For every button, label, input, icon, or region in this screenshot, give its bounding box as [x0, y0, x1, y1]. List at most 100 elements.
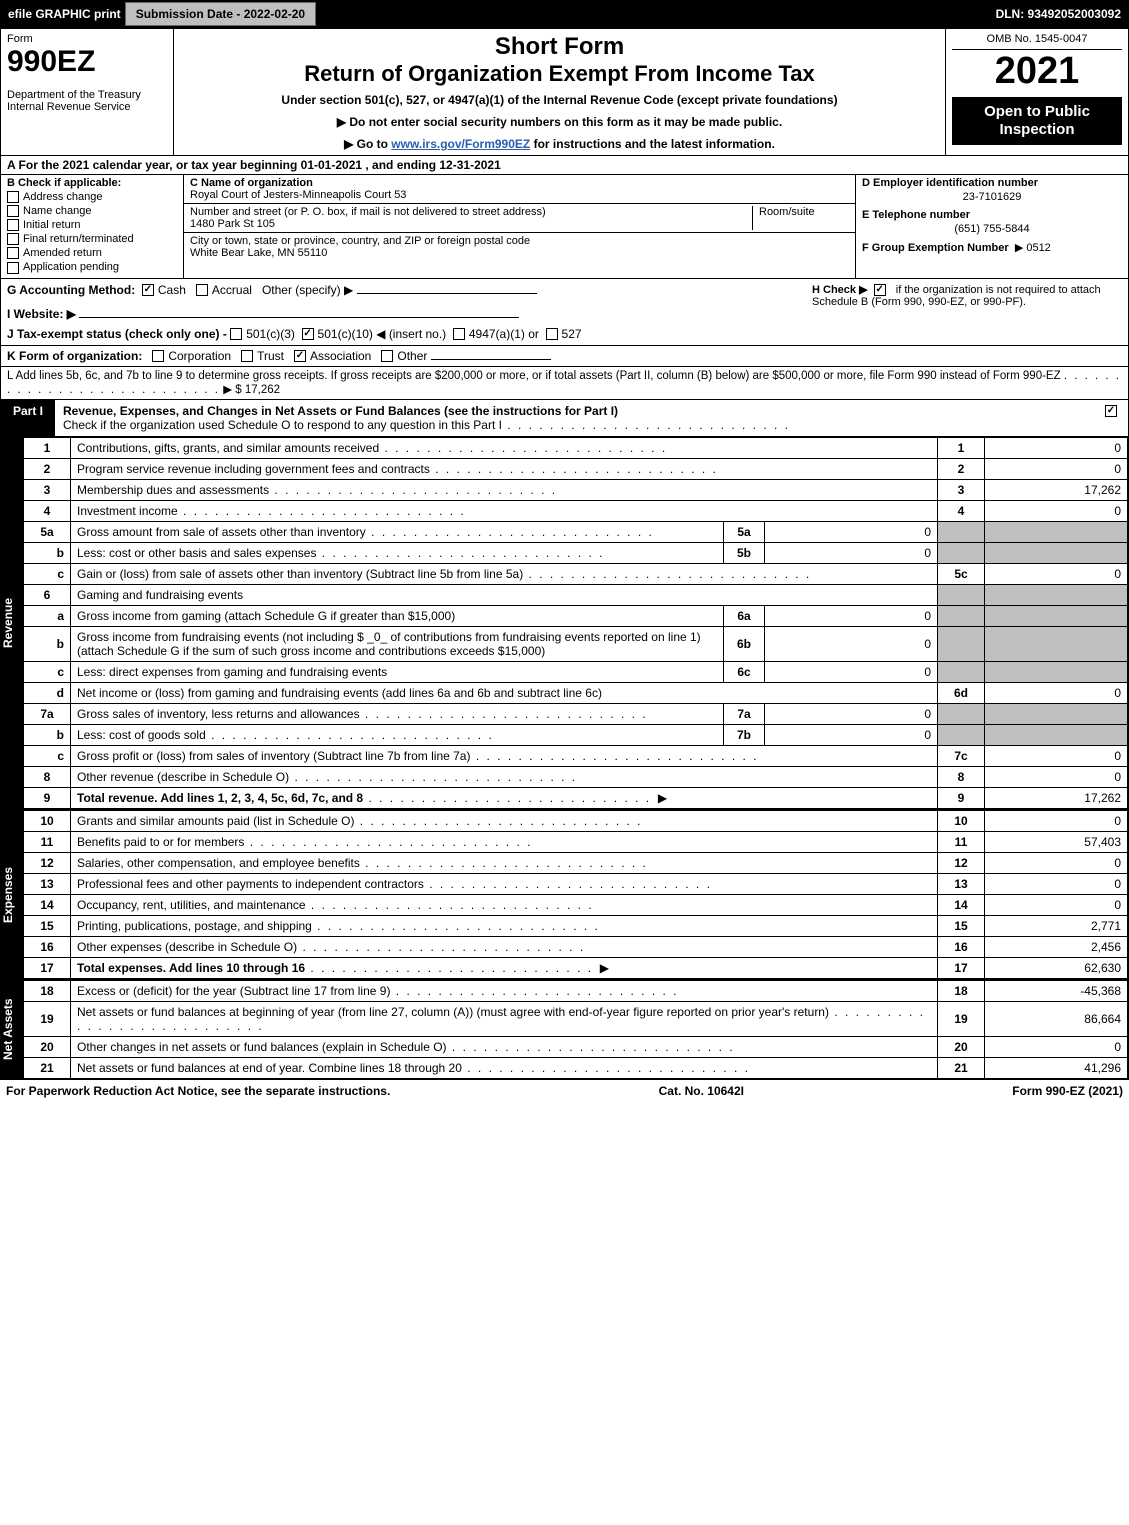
part1-checkbox[interactable]	[1098, 400, 1128, 436]
line-7b: bLess: cost of goods sold7b0	[24, 724, 1128, 745]
checkbox-501c3[interactable]	[230, 328, 242, 340]
line-2: 2Program service revenue including gover…	[24, 458, 1128, 479]
c-city-block: City or town, state or province, country…	[184, 233, 855, 261]
line-17: 17Total expenses. Add lines 10 through 1…	[24, 957, 1128, 978]
f-label: F Group Exemption Number	[862, 242, 1009, 254]
line-6: 6Gaming and fundraising events	[24, 584, 1128, 605]
line-5b: bLess: cost or other basis and sales exp…	[24, 542, 1128, 563]
revenue-side-label: Revenue	[1, 437, 23, 809]
omb-number: OMB No. 1545-0047	[952, 33, 1122, 50]
line-15: 15Printing, publications, postage, and s…	[24, 915, 1128, 936]
line-11: 11Benefits paid to or for members1157,40…	[24, 831, 1128, 852]
b-address-change[interactable]: Address change	[7, 191, 177, 203]
line-6b: bGross income from fundraising events (n…	[24, 626, 1128, 661]
b-title: B Check if applicable:	[7, 177, 177, 189]
line-6c: cLess: direct expenses from gaming and f…	[24, 661, 1128, 682]
b-application-pending[interactable]: Application pending	[7, 261, 177, 273]
b-final-return[interactable]: Final return/terminated	[7, 233, 177, 245]
line-3: 3Membership dues and assessments317,262	[24, 479, 1128, 500]
c-room-label: Room/suite	[759, 206, 849, 218]
checkbox-icon[interactable]	[1105, 405, 1117, 417]
expenses-block: Expenses 10Grants and similar amounts pa…	[1, 810, 1128, 980]
c-name-block: C Name of organization Royal Court of Je…	[184, 175, 855, 204]
phone-value: (651) 755-5844	[862, 223, 1122, 235]
line-a: A For the 2021 calendar year, or tax yea…	[1, 156, 1128, 175]
line-6a: aGross income from gaming (attach Schedu…	[24, 605, 1128, 626]
line-14: 14Occupancy, rent, utilities, and mainte…	[24, 894, 1128, 915]
part1-tab: Part I	[1, 400, 55, 436]
line-5a: 5aGross amount from sale of assets other…	[24, 521, 1128, 542]
line-9: 9Total revenue. Add lines 1, 2, 3, 4, 5c…	[24, 787, 1128, 808]
line-l: L Add lines 5b, 6c, and 7b to line 9 to …	[1, 367, 1128, 400]
header-center: Short Form Return of Organization Exempt…	[174, 29, 946, 155]
checkbox-icon[interactable]	[7, 233, 19, 245]
line-8: 8Other revenue (describe in Schedule O)8…	[24, 766, 1128, 787]
org-name: Royal Court of Jesters-Minneapolis Court…	[190, 189, 849, 201]
checkbox-assoc[interactable]	[294, 350, 306, 362]
c-street-label: Number and street (or P. O. box, if mail…	[190, 206, 752, 218]
form-container: Form 990EZ Department of the Treasury In…	[0, 28, 1129, 1080]
b-initial-return[interactable]: Initial return	[7, 219, 177, 231]
checkbox-501c[interactable]	[302, 328, 314, 340]
col-c: C Name of organization Royal Court of Je…	[184, 175, 856, 278]
checkbox-icon[interactable]	[7, 205, 19, 217]
header-left: Form 990EZ Department of the Treasury In…	[1, 29, 174, 155]
line-18: 18Excess or (deficit) for the year (Subt…	[24, 980, 1128, 1001]
checkbox-icon[interactable]	[7, 247, 19, 259]
footer-left: For Paperwork Reduction Act Notice, see …	[6, 1084, 390, 1098]
efile-topbar: efile GRAPHIC print Submission Date - 20…	[0, 0, 1129, 28]
dln-label: DLN: 93492052003092	[996, 7, 1129, 21]
section-bcdef: B Check if applicable: Address change Na…	[1, 175, 1128, 279]
line-7c: cGross profit or (loss) from sales of in…	[24, 745, 1128, 766]
c-street-block: Number and street (or P. O. box, if mail…	[184, 204, 855, 233]
checkbox-trust[interactable]	[241, 350, 253, 362]
main-title: Return of Organization Exempt From Incom…	[184, 61, 935, 87]
checkbox-icon[interactable]	[7, 191, 19, 203]
tax-year: 2021	[952, 50, 1122, 93]
checkbox-icon[interactable]	[7, 219, 19, 231]
b-name-change[interactable]: Name change	[7, 205, 177, 217]
checkbox-h[interactable]	[874, 284, 886, 296]
ein-value: 23-7101629	[862, 191, 1122, 203]
col-b: B Check if applicable: Address change Na…	[1, 175, 184, 278]
line-10: 10Grants and similar amounts paid (list …	[24, 810, 1128, 831]
checkbox-other[interactable]	[381, 350, 393, 362]
irs-link[interactable]: www.irs.gov/Form990EZ	[391, 137, 530, 151]
col-def: D Employer identification number 23-7101…	[856, 175, 1128, 278]
net-assets-block: Net Assets 18Excess or (deficit) for the…	[1, 980, 1128, 1079]
b-amended-return[interactable]: Amended return	[7, 247, 177, 259]
part1-title: Revenue, Expenses, and Changes in Net As…	[55, 400, 1098, 436]
f-value: ▶ 0512	[1015, 242, 1051, 254]
org-city: White Bear Lake, MN 55110	[190, 247, 849, 259]
line-20: 20Other changes in net assets or fund ba…	[24, 1036, 1128, 1057]
efile-label: efile GRAPHIC print	[0, 7, 121, 21]
revenue-table: 1Contributions, gifts, grants, and simil…	[23, 437, 1128, 809]
header-right: OMB No. 1545-0047 2021 Open to Public In…	[946, 29, 1128, 155]
submission-date-button[interactable]: Submission Date - 2022-02-20	[125, 2, 316, 26]
checkbox-accrual[interactable]	[196, 284, 208, 296]
revenue-block: Revenue 1Contributions, gifts, grants, a…	[1, 437, 1128, 810]
checkbox-527[interactable]	[546, 328, 558, 340]
c-name-label: C Name of organization	[190, 177, 849, 189]
checkbox-corp[interactable]	[152, 350, 164, 362]
short-form-title: Short Form	[184, 33, 935, 61]
expenses-table: 10Grants and similar amounts paid (list …	[23, 810, 1128, 979]
form-label: Form	[7, 33, 167, 45]
expenses-side-label: Expenses	[1, 810, 23, 979]
line-13: 13Professional fees and other payments t…	[24, 873, 1128, 894]
d-label: D Employer identification number	[862, 177, 1122, 189]
checkbox-cash[interactable]	[142, 284, 154, 296]
checkbox-icon[interactable]	[7, 262, 19, 274]
netassets-side-label: Net Assets	[1, 980, 23, 1079]
netassets-table: 18Excess or (deficit) for the year (Subt…	[23, 980, 1128, 1079]
f-block: F Group Exemption Number ▶ 0512	[862, 241, 1122, 254]
checkbox-4947[interactable]	[453, 328, 465, 340]
page-footer: For Paperwork Reduction Act Notice, see …	[0, 1080, 1129, 1102]
part1-header: Part I Revenue, Expenses, and Changes in…	[1, 400, 1128, 437]
footer-right: Form 990-EZ (2021)	[1012, 1084, 1123, 1098]
note-link: ▶ Go to www.irs.gov/Form990EZ for instru…	[184, 137, 935, 151]
department-label: Department of the Treasury Internal Reve…	[7, 89, 167, 113]
e-label: E Telephone number	[862, 209, 1122, 221]
line-6d: dNet income or (loss) from gaming and fu…	[24, 682, 1128, 703]
line-j: J Tax-exempt status (check only one) - 5…	[7, 327, 812, 341]
